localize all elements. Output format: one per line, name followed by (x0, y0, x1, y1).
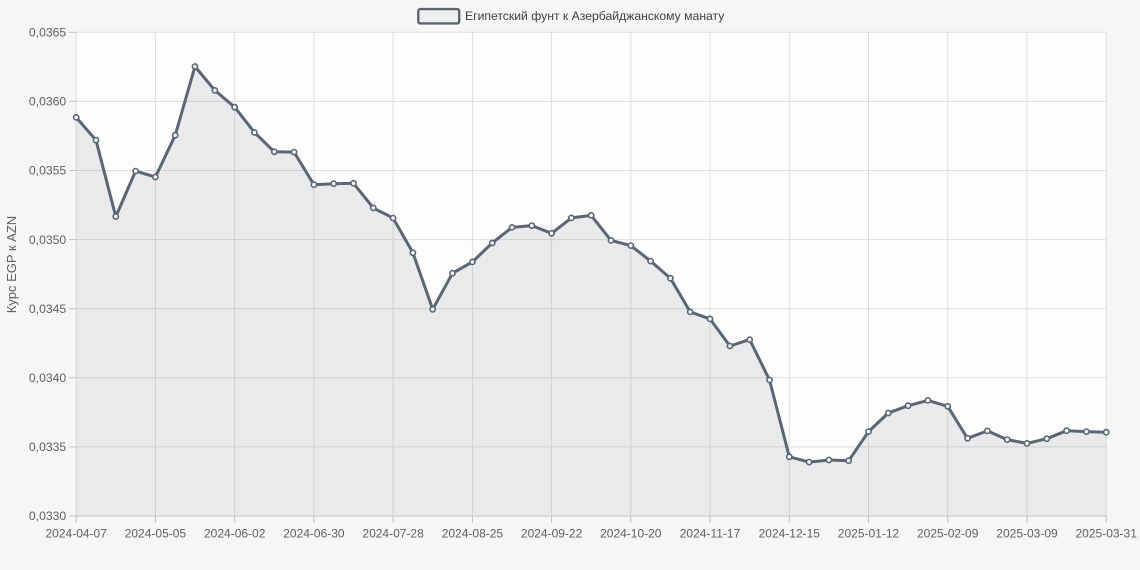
svg-text:2024-07-28: 2024-07-28 (362, 527, 424, 541)
svg-text:0,0345: 0,0345 (29, 302, 66, 316)
svg-text:0,0340: 0,0340 (29, 371, 66, 385)
svg-text:0,0360: 0,0360 (29, 95, 66, 109)
svg-text:0,0365: 0,0365 (29, 26, 66, 40)
svg-text:2025-03-09: 2025-03-09 (996, 527, 1058, 541)
svg-text:2024-08-25: 2024-08-25 (442, 527, 504, 541)
svg-text:2025-02-09: 2025-02-09 (917, 527, 979, 541)
svg-text:Египетский фунт к Азербайджанс: Египетский фунт к Азербайджанскому манат… (465, 9, 725, 23)
svg-text:0,0330: 0,0330 (29, 509, 66, 523)
svg-text:2025-01-12: 2025-01-12 (838, 527, 900, 541)
svg-text:2025-03-31: 2025-03-31 (1076, 527, 1138, 541)
svg-text:Курс EGP к AZN: Курс EGP к AZN (4, 216, 19, 313)
svg-text:2024-05-05: 2024-05-05 (125, 527, 187, 541)
svg-text:0,0355: 0,0355 (29, 164, 66, 178)
svg-text:2024-06-02: 2024-06-02 (204, 527, 266, 541)
svg-text:2024-09-22: 2024-09-22 (521, 527, 583, 541)
svg-text:2024-04-07: 2024-04-07 (46, 527, 108, 541)
svg-text:2024-12-15: 2024-12-15 (759, 527, 821, 541)
svg-text:2024-11-17: 2024-11-17 (680, 527, 741, 541)
svg-text:2024-10-20: 2024-10-20 (600, 527, 662, 541)
svg-text:0,0335: 0,0335 (29, 440, 66, 454)
svg-text:0,0350: 0,0350 (29, 233, 66, 247)
svg-text:2024-06-30: 2024-06-30 (283, 527, 345, 541)
